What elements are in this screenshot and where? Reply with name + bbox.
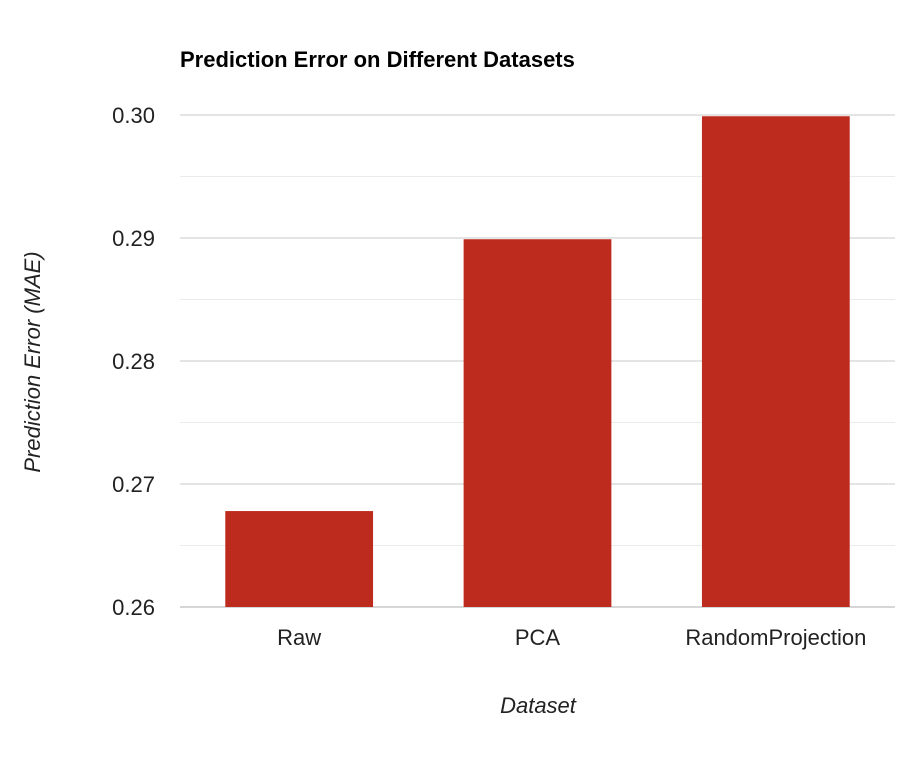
bar-layer <box>225 116 850 608</box>
y-tick-label: 0.27 <box>112 472 155 497</box>
x-axis-label: Dataset <box>500 693 577 718</box>
x-tick-label: Raw <box>277 625 321 650</box>
bar-raw <box>225 511 374 607</box>
y-tick-label: 0.29 <box>112 226 155 251</box>
bar-pca <box>463 239 612 608</box>
bar-randomprojection <box>701 116 850 607</box>
axis-layer: 0.26 0.27 0.28 0.29 0.30 Raw PCA RandomProjecti… <box>112 103 866 650</box>
y-tick-label: 0.28 <box>112 349 155 374</box>
y-tick-label: 0.30 <box>112 103 155 128</box>
chart-title: Prediction Error on Different Datasets <box>180 47 575 72</box>
y-axis-label: Prediction Error (MAE) <box>20 251 45 472</box>
y-tick-label: 0.26 <box>112 595 155 620</box>
x-tick-label: PCA <box>515 625 561 650</box>
x-tick-label: RandomProjection <box>685 625 866 650</box>
